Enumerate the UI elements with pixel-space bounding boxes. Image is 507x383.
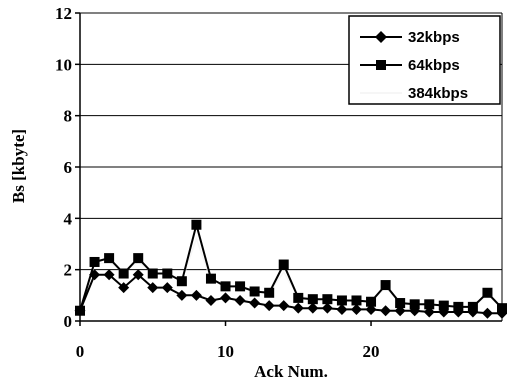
data-point [249,297,261,309]
data-point [307,302,319,314]
data-point [133,253,144,264]
data-point [409,299,420,310]
y-axis-title: Bs [kbyte] [9,129,28,203]
data-point [74,305,86,317]
y-tick-label: 4 [64,209,73,228]
data-point [176,276,187,287]
series-64kbps [75,219,507,316]
data-point [366,296,377,307]
data-point [292,302,304,314]
data-point [263,300,275,312]
series-layer [74,219,507,319]
legend-label: 384kbps [408,85,468,102]
data-point [336,295,347,306]
data-point [395,298,406,309]
y-tick-label: 8 [64,107,73,126]
series-32kbps [74,269,507,319]
x-tick-label: 0 [76,342,85,361]
data-point [147,268,158,279]
legend-item-64kbps: 64kbps [360,57,460,74]
data-point [467,306,479,318]
data-point [351,295,362,306]
data-point [118,268,129,279]
data-point [249,286,260,297]
data-point [132,269,144,281]
data-point [365,303,377,315]
data-point [394,305,406,317]
data-point [307,294,318,305]
data-point [161,282,173,294]
data-point [409,305,421,317]
data-point [380,280,391,291]
data-point [235,281,246,292]
legend-label: 32kbps [408,29,460,46]
legend-item-384kbps: 384kbps [360,85,468,102]
data-point [191,219,202,230]
legend-marker [375,31,387,43]
data-point [496,307,507,319]
data-point [423,306,435,318]
data-point [220,281,231,292]
x-axis-title: Ack Num. [254,362,328,381]
x-tick-label: 20 [363,342,380,361]
data-point [118,282,130,294]
data-point [234,294,246,306]
data-point [147,282,159,294]
y-tick-label: 12 [55,4,72,23]
data-point [220,292,232,304]
data-point [264,287,275,298]
data-point [278,300,290,312]
legend: 32kbps 64kbps 384kbps [348,15,501,105]
y-tick-label: 6 [64,158,73,177]
data-point [89,269,101,281]
data-point [452,306,464,318]
data-point [321,302,333,314]
legend-label: 64kbps [408,57,460,74]
data-point [278,259,289,270]
data-point [481,307,493,319]
y-tick-label: 0 [64,312,73,331]
data-point [205,273,216,284]
data-point [89,256,100,267]
data-point [104,253,115,264]
legend-box [348,15,501,105]
x-tick-label: 10 [217,342,234,361]
y-tick-label: 2 [64,261,73,280]
data-point [380,305,392,317]
data-point [424,299,435,310]
data-point [438,306,450,318]
data-point [322,294,333,305]
data-point [176,289,188,301]
data-point [162,268,173,279]
data-point [336,303,348,315]
data-point [293,292,304,303]
tick-labels: 0 2 4 6 8 10 12 0 10 20 [55,4,380,361]
data-point [205,294,217,306]
y-tick-label: 10 [55,55,72,74]
legend-marker [376,60,386,70]
axes [75,12,503,326]
data-point [190,289,202,301]
data-point [350,303,362,315]
data-point [438,300,449,311]
legend-item-32kbps: 32kbps [360,29,460,46]
data-point [103,269,115,281]
data-point [482,287,493,298]
